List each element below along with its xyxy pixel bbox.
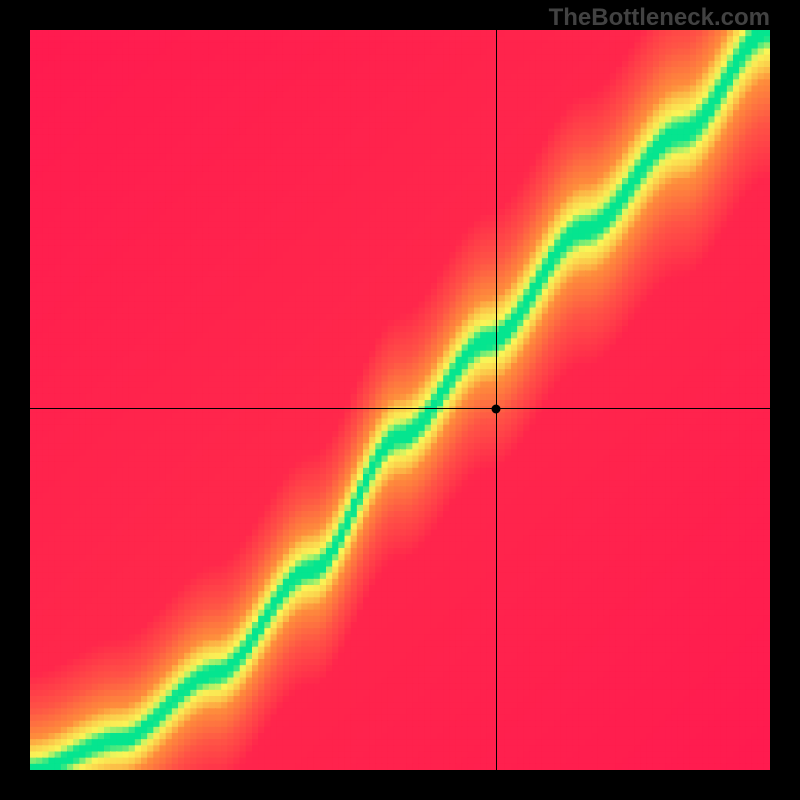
heatmap-canvas — [30, 30, 770, 770]
heatmap-plot — [30, 30, 770, 770]
data-point — [492, 404, 501, 413]
crosshair-vertical — [496, 30, 497, 770]
crosshair-horizontal — [30, 408, 770, 409]
watermark-text: TheBottleneck.com — [549, 4, 770, 32]
